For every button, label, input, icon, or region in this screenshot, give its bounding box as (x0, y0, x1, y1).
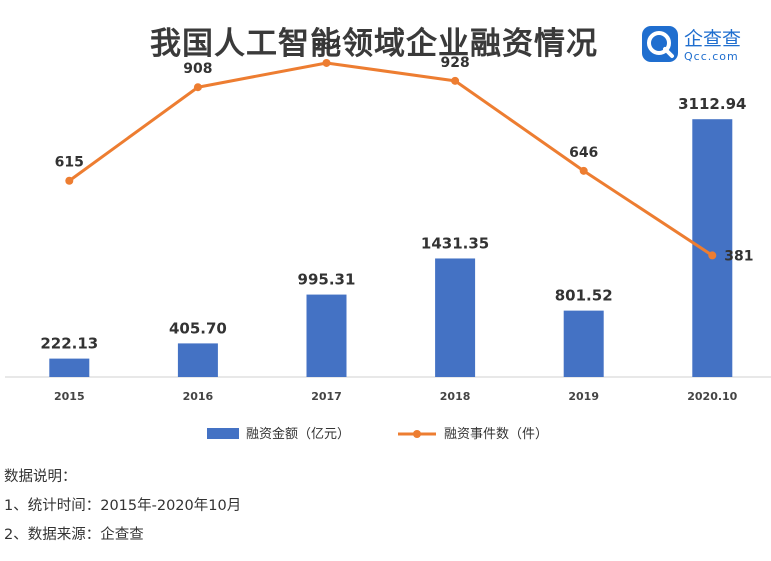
line-point-2020.10 (708, 251, 717, 260)
line-label-2015: 615 (55, 155, 84, 171)
logo-url: Qcc.com (684, 50, 739, 63)
line-point-2016 (193, 83, 202, 92)
line-point-2018 (451, 76, 460, 85)
line-label-2017: 984 (312, 37, 341, 53)
qcc-logo-icon (642, 26, 678, 62)
line-point-2019 (579, 166, 588, 175)
line-point-2017 (322, 58, 331, 67)
line-point-2015 (65, 176, 74, 185)
line-series-events (68, 61, 714, 257)
line-label-2018: 928 (440, 55, 469, 71)
x-tick-2015: 2015 (54, 390, 85, 403)
legend-swatch-amount (207, 428, 239, 439)
x-tick-2019: 2019 (568, 390, 599, 403)
bar-2018 (435, 258, 476, 377)
bar-label-2015: 222.13 (40, 335, 98, 353)
legend-label-events: 融资事件数（件） (444, 427, 548, 442)
bar-2019 (563, 310, 604, 377)
bar-label-2017: 995.31 (298, 271, 356, 289)
x-tick-2016: 2016 (183, 390, 214, 403)
legend-marker-events (413, 430, 421, 438)
legend-label-amount: 融资金额（亿元） (246, 426, 350, 442)
qcc-logo: 企查查 Qcc.com (640, 22, 768, 70)
x-tick-2018: 2018 (440, 390, 471, 403)
bar-label-2019: 801.52 (555, 287, 613, 305)
notes-heading: 数据说明： (4, 469, 77, 485)
bar-2016 (177, 343, 218, 377)
bar-label-2018: 1431.35 (421, 234, 489, 252)
bar-2015 (49, 358, 90, 377)
x-tick-2017: 2017 (311, 390, 342, 403)
line-label-2020.10: 381 (724, 248, 753, 264)
line-label-2016: 908 (183, 61, 212, 77)
chart-title: 我国人工智能领域企业融资情况 (150, 26, 598, 62)
notes-item-time: 1、统计时间：2015年-2020年10月 (4, 498, 242, 514)
data-notes: 数据说明： 1、统计时间：2015年-2020年10月 2、数据来源：企查查 (4, 463, 241, 550)
bar-label-2020.10: 3112.94 (678, 95, 746, 113)
notes-item-source: 2、数据来源：企查查 (4, 527, 144, 543)
line-label-2019: 646 (569, 145, 598, 161)
bar-label-2016: 405.70 (169, 319, 227, 337)
bar-2017 (306, 294, 347, 377)
x-tick-2020.10: 2020.10 (687, 390, 737, 403)
logo-name: 企查查 (684, 28, 742, 50)
